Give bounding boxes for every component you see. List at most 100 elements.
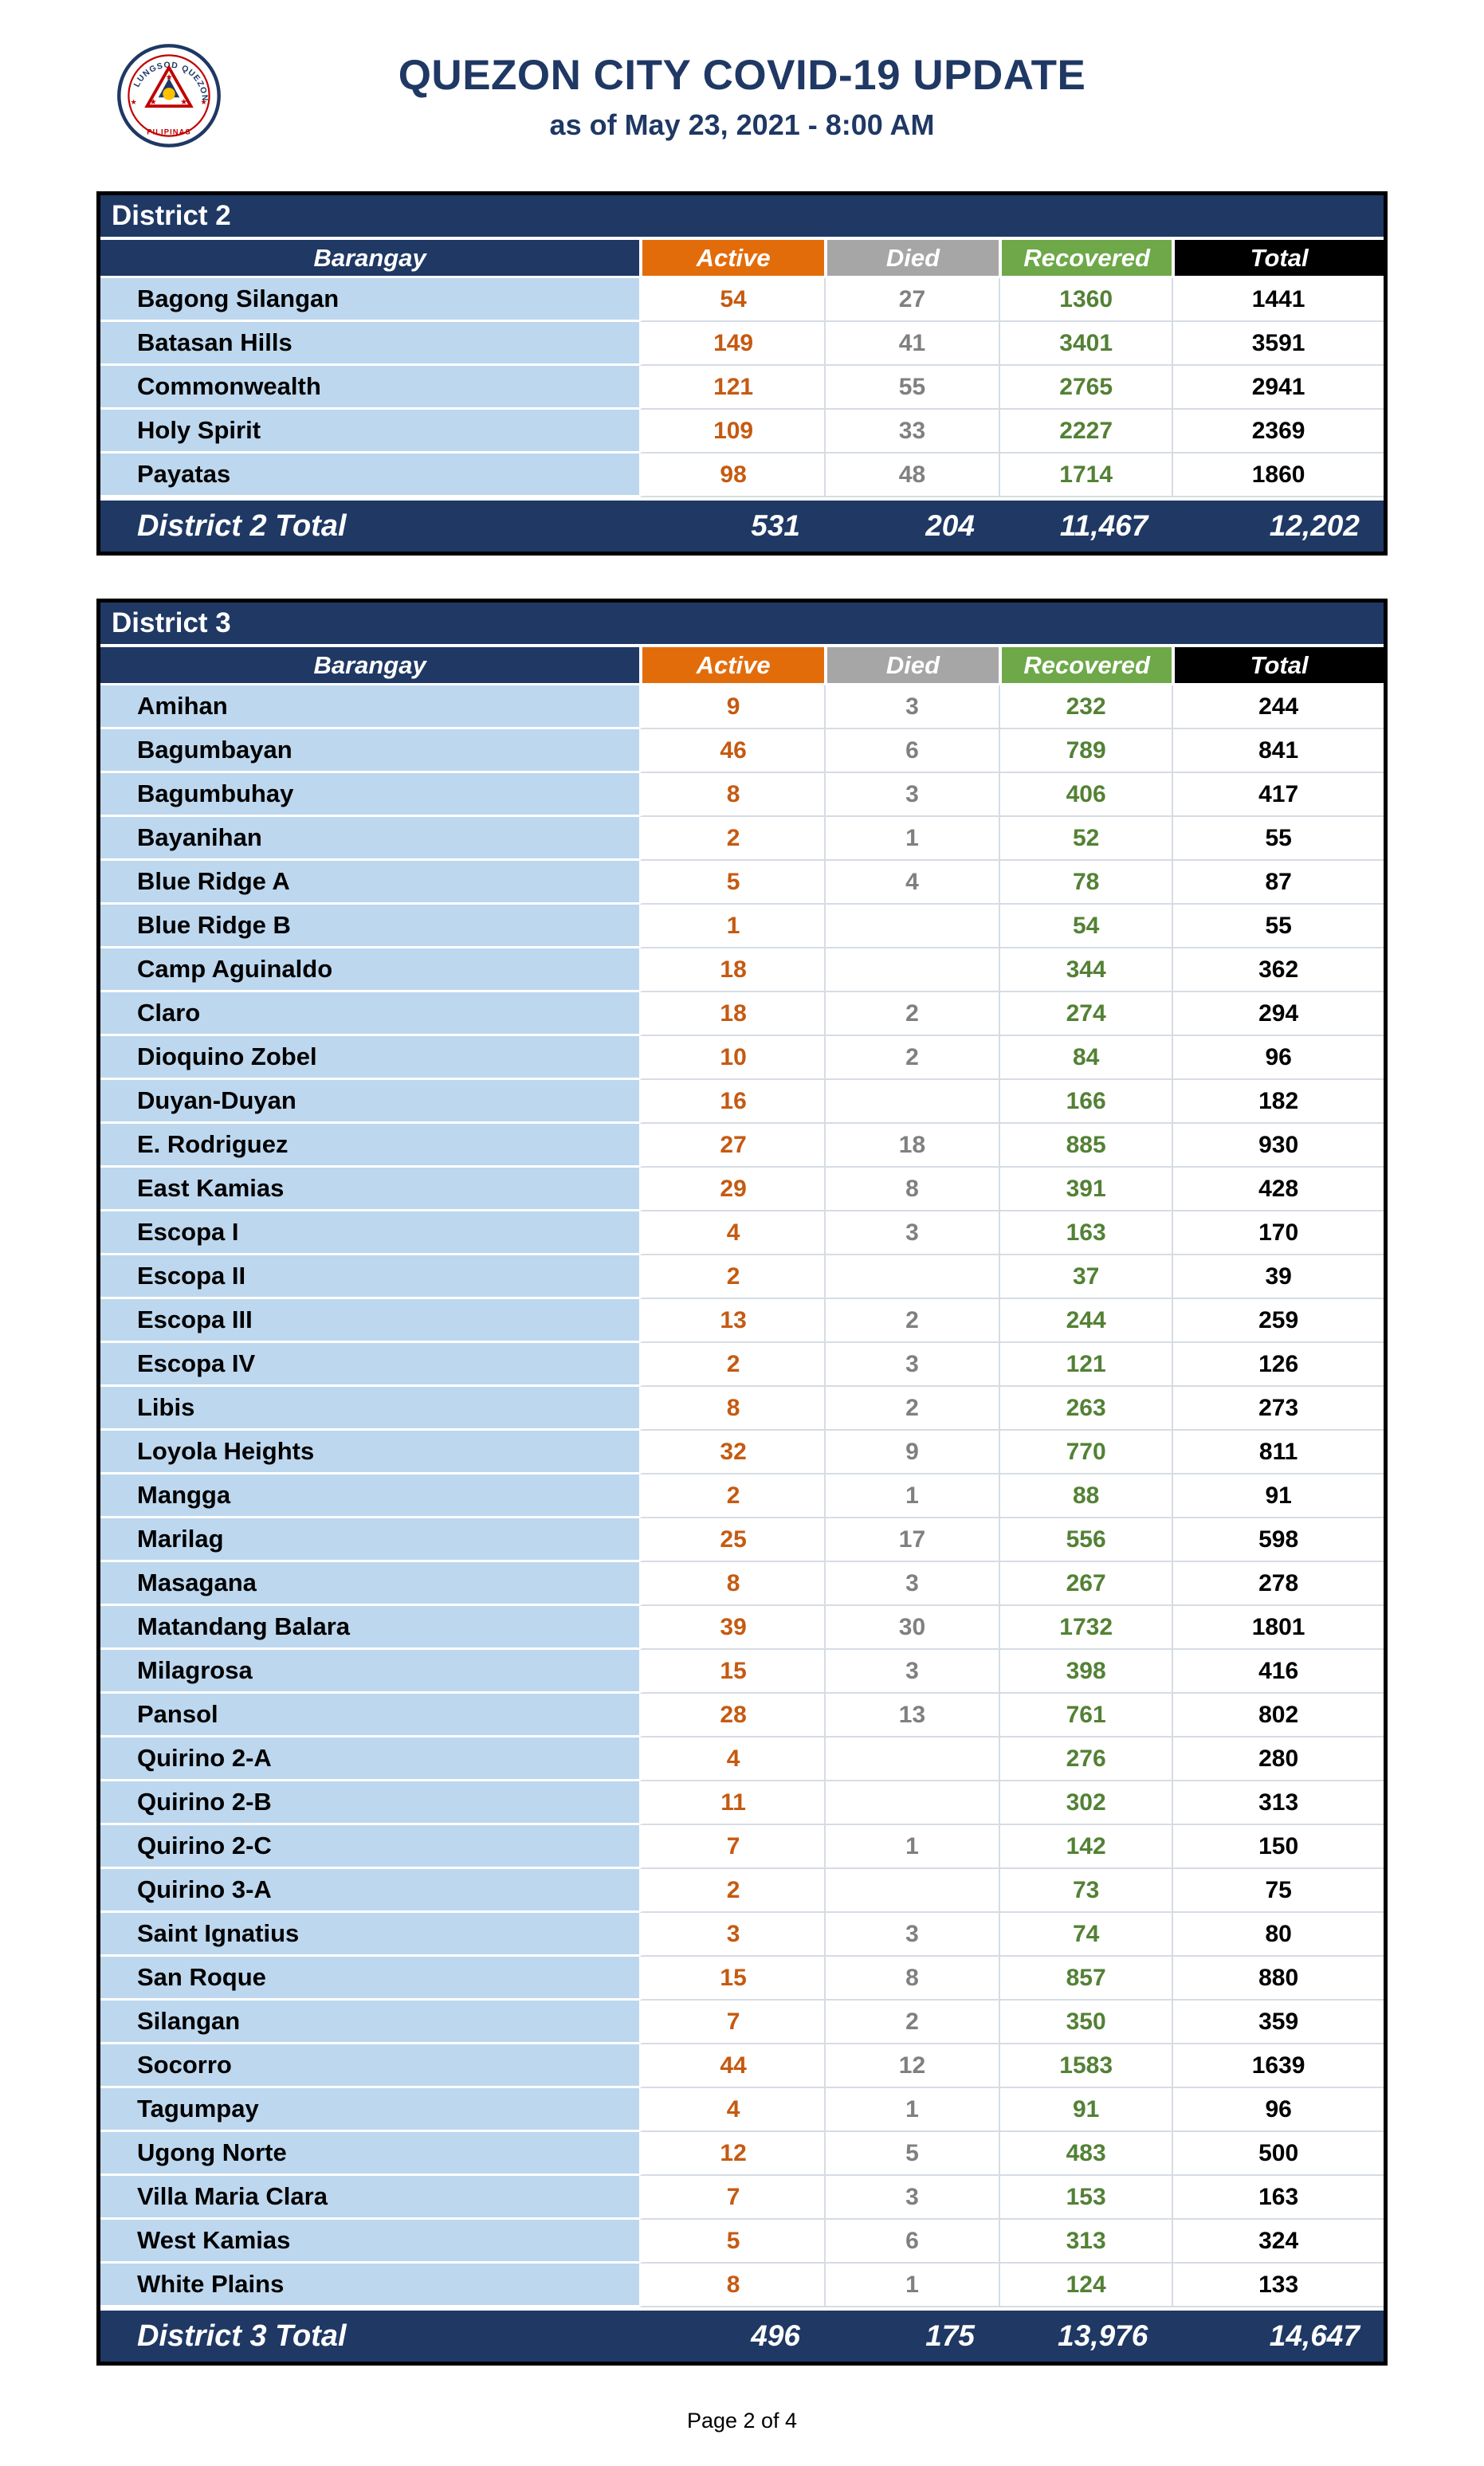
total-value: 75 (1172, 1869, 1384, 1913)
barangay-name: West Kamias (100, 2220, 640, 2264)
table-row: Libis 8 2 263 273 (100, 1387, 1384, 1431)
title-block: QUEZON CITY COVID-19 UPDATE as of May 23… (0, 32, 1484, 142)
barangay-name: Commonwealth (100, 366, 640, 410)
total-value: 280 (1172, 1738, 1384, 1781)
barangay-name: Masagana (100, 1562, 640, 1606)
active-value: 1 (639, 905, 825, 948)
total-value: 500 (1172, 2132, 1384, 2176)
active-value: 8 (639, 1562, 825, 1606)
barangay-name: Dioquino Zobel (100, 1036, 640, 1080)
total-value: 313 (1172, 1781, 1384, 1825)
died-value: 48 (824, 454, 999, 497)
barangay-name: Ugong Norte (100, 2132, 640, 2176)
recovered-value: 267 (998, 1562, 1172, 1606)
died-value: 3 (824, 1913, 999, 1957)
recovered-value: 54 (998, 905, 1172, 948)
table-row: Quirino 2-C 7 1 142 150 (100, 1825, 1384, 1869)
total-value: 133 (1172, 2264, 1384, 2307)
column-header-row: Barangay Active Died Recovered Total (100, 647, 1384, 685)
table-row: Bagumbayan 46 6 789 841 (100, 729, 1384, 773)
recovered-value: 2227 (998, 410, 1172, 454)
died-value: 3 (824, 1650, 999, 1694)
table-row: Blue Ridge B 1 54 55 (100, 905, 1384, 948)
table-row: Saint Ignatius 3 3 74 80 (100, 1913, 1384, 1957)
barangay-name: Escopa II (100, 1255, 640, 1299)
active-value: 15 (639, 1650, 825, 1694)
died-value: 33 (824, 410, 999, 454)
barangay-name: Matandang Balara (100, 1606, 640, 1650)
barangay-name: Bagumbayan (100, 729, 640, 773)
recovered-value: 276 (998, 1738, 1172, 1781)
barangay-name: Quirino 2-B (100, 1781, 640, 1825)
barangay-name: Amihan (100, 685, 640, 729)
column-header-recovered: Recovered (998, 240, 1172, 278)
district-total-total: 12,202 (1172, 501, 1384, 552)
died-value (824, 1738, 999, 1781)
recovered-value: 350 (998, 2001, 1172, 2044)
barangay-name: Quirino 2-A (100, 1738, 640, 1781)
report-body: District 2 Barangay Active Died Recovered Tot… (96, 191, 1388, 2460)
table-row: East Kamias 29 8 391 428 (100, 1168, 1384, 1211)
total-value: 362 (1172, 948, 1384, 992)
active-value: 5 (639, 861, 825, 905)
total-value: 259 (1172, 1299, 1384, 1343)
recovered-value: 1714 (998, 454, 1172, 497)
died-value (824, 1255, 999, 1299)
recovered-value: 789 (998, 729, 1172, 773)
barangay-name: Quirino 3-A (100, 1869, 640, 1913)
district-total-total: 14,647 (1172, 2311, 1384, 2362)
died-value: 6 (824, 729, 999, 773)
district-title: District 2 (100, 195, 1384, 240)
table-row: Quirino 2-B 11 302 313 (100, 1781, 1384, 1825)
barangay-name: White Plains (100, 2264, 640, 2307)
active-value: 18 (639, 948, 825, 992)
table-row: Bagumbuhay 8 3 406 417 (100, 773, 1384, 817)
table-row: Marilag 25 17 556 598 (100, 1518, 1384, 1562)
barangay-name: Escopa III (100, 1299, 640, 1343)
active-value: 5 (639, 2220, 825, 2264)
died-value: 27 (824, 278, 999, 322)
page-number: Page 2 of 4 (686, 2409, 798, 2433)
district-title: District 3 (100, 603, 1384, 647)
recovered-value: 770 (998, 1431, 1172, 1474)
barangay-name: Silangan (100, 2001, 640, 2044)
active-value: 7 (639, 2176, 825, 2220)
active-value: 2 (639, 817, 825, 861)
table-row: Mangga 2 1 88 91 (100, 1474, 1384, 1518)
column-header-row: Barangay Active Died Recovered Total (100, 240, 1384, 278)
barangay-name: Mangga (100, 1474, 640, 1518)
active-value: 16 (639, 1080, 825, 1124)
barangay-name: Escopa IV (100, 1343, 640, 1387)
total-value: 163 (1172, 2176, 1384, 2220)
total-value: 55 (1172, 817, 1384, 861)
barangay-name: Escopa I (100, 1211, 640, 1255)
district-total-recovered: 11,467 (998, 501, 1172, 552)
recovered-value: 391 (998, 1168, 1172, 1211)
active-value: 2 (639, 1474, 825, 1518)
total-value: 273 (1172, 1387, 1384, 1431)
active-value: 39 (639, 1606, 825, 1650)
barangay-name: Bagong Silangan (100, 278, 640, 322)
died-value: 3 (824, 685, 999, 729)
total-value: 324 (1172, 2220, 1384, 2264)
died-value: 3 (824, 1343, 999, 1387)
table-row: Dioquino Zobel 10 2 84 96 (100, 1036, 1384, 1080)
died-value: 1 (824, 2088, 999, 2132)
died-value: 2 (824, 1299, 999, 1343)
active-value: 4 (639, 2088, 825, 2132)
table-row: Claro 18 2 274 294 (100, 992, 1384, 1036)
died-value: 13 (824, 1694, 999, 1738)
svg-text:PILIPINAS: PILIPINAS (147, 128, 191, 135)
total-value: 598 (1172, 1518, 1384, 1562)
active-value: 54 (639, 278, 825, 322)
died-value: 17 (824, 1518, 999, 1562)
total-value: 91 (1172, 1474, 1384, 1518)
barangay-name: Villa Maria Clara (100, 2176, 640, 2220)
died-value: 3 (824, 1562, 999, 1606)
active-value: 29 (639, 1168, 825, 1211)
died-value: 2 (824, 2001, 999, 2044)
active-value: 4 (639, 1738, 825, 1781)
died-value: 2 (824, 1387, 999, 1431)
total-value: 2369 (1172, 410, 1384, 454)
active-value: 2 (639, 1869, 825, 1913)
